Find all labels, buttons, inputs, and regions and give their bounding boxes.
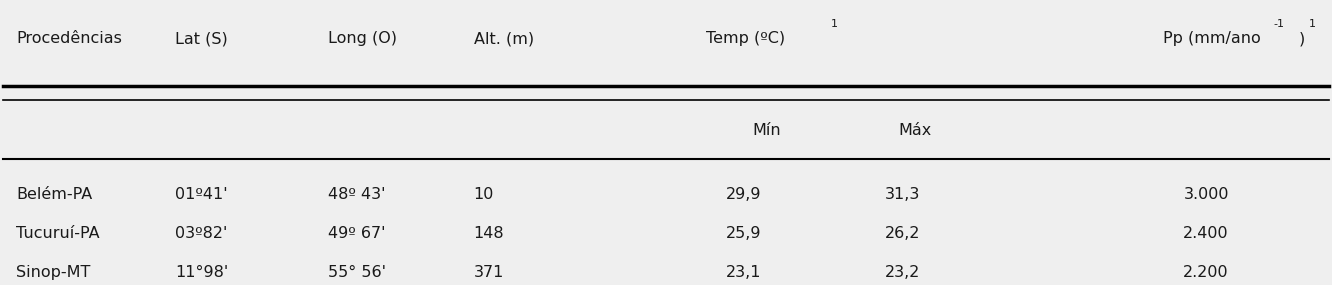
Text: Alt. (m): Alt. (m) — [474, 31, 534, 46]
Text: Mín: Mín — [753, 123, 781, 139]
Text: 03º82': 03º82' — [176, 227, 228, 241]
Text: 01º41': 01º41' — [176, 188, 228, 202]
Text: 10: 10 — [474, 188, 494, 202]
Text: Belém-PA: Belém-PA — [16, 188, 92, 202]
Text: 48º 43': 48º 43' — [328, 188, 385, 202]
Text: 11°98': 11°98' — [176, 265, 229, 280]
Text: 3.000: 3.000 — [1183, 188, 1229, 202]
Text: 26,2: 26,2 — [884, 227, 920, 241]
Text: Lat (S): Lat (S) — [176, 31, 228, 46]
Text: 148: 148 — [474, 227, 505, 241]
Text: 23,1: 23,1 — [726, 265, 761, 280]
Text: Pp (mm/ano: Pp (mm/ano — [1163, 31, 1261, 46]
Text: 2.400: 2.400 — [1183, 227, 1229, 241]
Text: Máx: Máx — [898, 123, 931, 139]
Text: 23,2: 23,2 — [884, 265, 920, 280]
Text: 25,9: 25,9 — [726, 227, 761, 241]
Text: Tucuruí-PA: Tucuruí-PA — [16, 227, 100, 241]
Text: Temp (ºC): Temp (ºC) — [706, 31, 790, 46]
Text: 49º 67': 49º 67' — [328, 227, 385, 241]
Text: Long (O): Long (O) — [328, 31, 397, 46]
Text: 2.200: 2.200 — [1183, 265, 1229, 280]
Text: -1: -1 — [1273, 19, 1284, 29]
Text: 1: 1 — [830, 19, 838, 29]
Text: 55° 56': 55° 56' — [328, 265, 386, 280]
Text: 371: 371 — [474, 265, 503, 280]
Text: Procedências: Procedências — [16, 31, 123, 46]
Text: 1: 1 — [1309, 19, 1316, 29]
Text: Sinop-MT: Sinop-MT — [16, 265, 91, 280]
Text: 29,9: 29,9 — [726, 188, 761, 202]
Text: 31,3: 31,3 — [884, 188, 920, 202]
Text: ): ) — [1299, 31, 1311, 46]
